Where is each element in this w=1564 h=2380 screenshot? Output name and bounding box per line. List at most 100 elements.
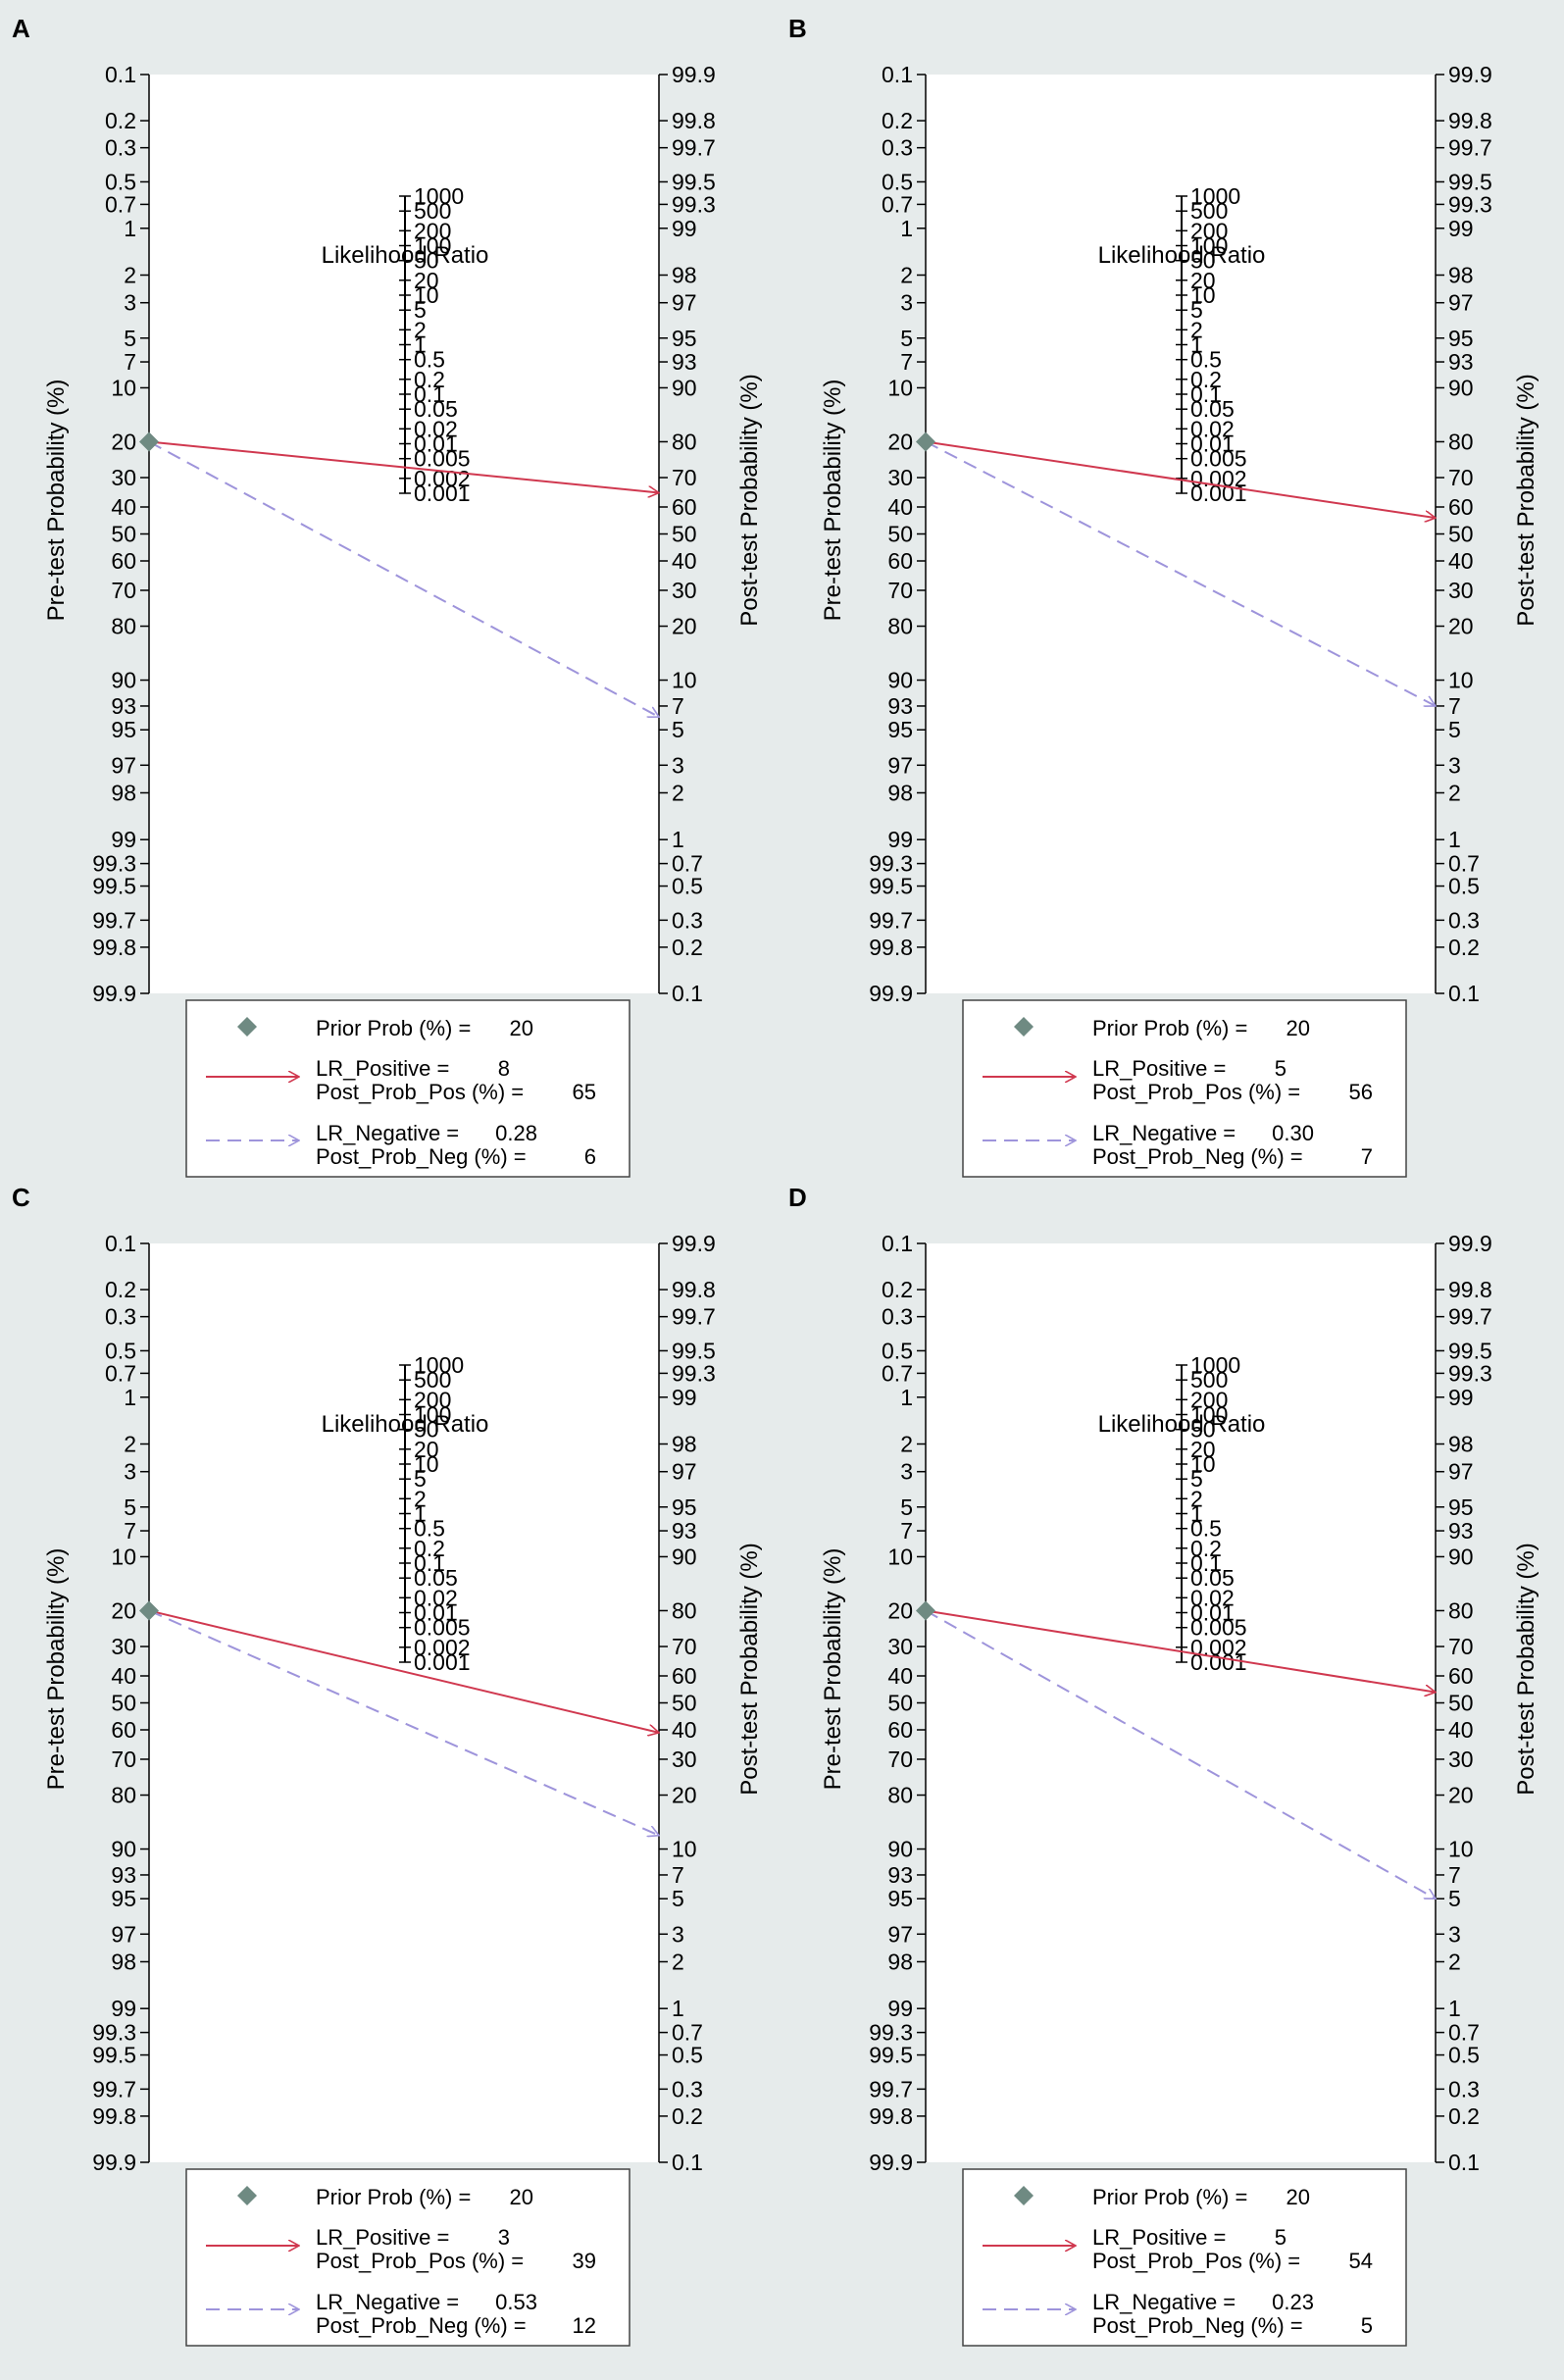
pre-tick-label: 0.1 <box>105 62 136 87</box>
legend-lr-positive-label: LR_Positive = <box>1092 1056 1226 1081</box>
legend-prior-value: 20 <box>510 1016 533 1040</box>
pre-tick-label: 97 <box>111 1921 136 1947</box>
pre-tick-label: 40 <box>887 494 913 520</box>
pre-tick-label: 2 <box>900 263 913 288</box>
legend: Prior Prob (%) = 20 LR_Positive = 5 Post… <box>962 2168 1407 2347</box>
legend-prior-marker <box>1014 2186 1034 2205</box>
post-tick-label: 93 <box>672 349 697 375</box>
post-tick-label: 99 <box>672 216 697 241</box>
lr-tick-label: 1000 <box>1190 183 1240 209</box>
pre-tick-label: 2 <box>900 1432 913 1457</box>
post-tick-label: 3 <box>1448 752 1461 778</box>
lr-tick-label: 0.5 <box>414 347 445 373</box>
lr-tick-label: 0.002 <box>1190 1635 1247 1660</box>
lr-tick-label: 1000 <box>414 183 464 209</box>
pre-tick-label: 99.5 <box>92 874 136 899</box>
pre-tick-label: 80 <box>887 1783 913 1808</box>
pre-tick-label: 0.1 <box>882 1231 913 1256</box>
lr-tick-label: 1000 <box>414 1352 464 1378</box>
legend-lr-negative-label: LR_Negative = <box>1092 2290 1236 2314</box>
legend-prior-label: Prior Prob (%) = <box>316 2185 471 2209</box>
lr-tick-label: 0.1 <box>414 1550 445 1576</box>
post-tick-label: 3 <box>1448 1921 1461 1947</box>
pre-tick-label: 99.9 <box>92 2150 136 2175</box>
pre-tick-label: 98 <box>887 780 913 805</box>
pre-tick-label: 3 <box>900 290 913 316</box>
post-tick-label: 0.1 <box>1448 981 1480 1006</box>
lr-tick-label: 1 <box>414 332 427 358</box>
lr-tick-label: 0.2 <box>414 1536 445 1561</box>
legend-box <box>185 999 631 1178</box>
post-tick-label: 99.5 <box>672 169 716 194</box>
pre-tick-label: 10 <box>887 1544 913 1569</box>
pre-tick-label: 98 <box>111 780 136 805</box>
lr-tick-label: 0.01 <box>414 1600 458 1626</box>
post-tick-label: 30 <box>672 1747 697 1772</box>
lr-tick-label: 0.5 <box>1190 347 1222 373</box>
post-tick-label: 40 <box>1448 1717 1474 1743</box>
pre-tick-label: 5 <box>900 1494 913 1520</box>
post-tick-label: 0.5 <box>1448 2043 1480 2068</box>
pre-tick-label: 95 <box>887 1886 913 1911</box>
legend-post-pos-value: 54 <box>1349 2249 1373 2273</box>
post-tick-label: 0.1 <box>1448 2150 1480 2175</box>
left-axis-title: Pre-test Probability (%) <box>820 1548 846 1791</box>
post-tick-label: 99.8 <box>672 108 716 133</box>
pre-tick-label: 1 <box>900 216 913 241</box>
post-tick-label: 0.5 <box>1448 874 1480 899</box>
pre-tick-label: 93 <box>887 1862 913 1888</box>
negative-lr-line <box>148 1609 659 1835</box>
post-tick-label: 40 <box>672 548 697 574</box>
post-tick-label: 10 <box>672 1837 697 1862</box>
negative-lr-line <box>925 1609 1436 1900</box>
legend-post-neg-value: 5 <box>1361 2313 1373 2338</box>
post-tick-label: 99.7 <box>1448 1304 1492 1330</box>
legend-post-pos-label: Post_Prob_Pos (%) = <box>316 1080 524 1104</box>
post-tick-label: 2 <box>672 1949 684 1974</box>
lr-tick-label: 500 <box>1190 1367 1228 1393</box>
post-tick-label: 97 <box>672 1459 697 1485</box>
post-tick-label: 98 <box>672 1432 697 1457</box>
pre-tick-label: 97 <box>111 752 136 778</box>
pre-tick-label: 99.9 <box>869 981 913 1006</box>
post-tick-label: 99.3 <box>1448 1360 1492 1386</box>
post-tick-label: 99.8 <box>672 1277 716 1302</box>
pre-tick-label: 93 <box>111 693 136 719</box>
post-tick-label: 99.5 <box>1448 169 1492 194</box>
post-tick-label: 95 <box>672 1494 697 1520</box>
post-tick-label: 1 <box>1448 1996 1461 2021</box>
post-tick-label: 40 <box>1448 548 1474 574</box>
pre-tick-label: 60 <box>111 548 136 574</box>
lr-tick-label: 0.02 <box>414 1585 458 1610</box>
pre-tick-label: 97 <box>887 1921 913 1947</box>
legend-lr-negative-value: 0.30 <box>1272 1121 1314 1145</box>
pre-tick-label: 99.8 <box>869 935 913 960</box>
legend: Prior Prob (%) = 20 LR_Positive = 5 Post… <box>962 999 1407 1178</box>
post-tick-label: 10 <box>1448 1837 1474 1862</box>
post-tick-label: 99.5 <box>1448 1338 1492 1363</box>
post-tick-label: 98 <box>1448 263 1474 288</box>
pre-tick-label: 2 <box>124 263 136 288</box>
lr-tick-label: 0.05 <box>1190 396 1235 422</box>
lr-tick-label: 20 <box>1190 268 1216 293</box>
post-tick-label: 99.3 <box>672 191 716 217</box>
pre-tick-label: 7 <box>900 349 913 375</box>
lr-tick-label: 500 <box>414 1367 451 1393</box>
legend-lr-negative-label: LR_Negative = <box>1092 1121 1236 1145</box>
post-tick-label: 99.3 <box>672 1360 716 1386</box>
pre-tick-label: 0.1 <box>105 1231 136 1256</box>
post-tick-label: 93 <box>1448 1518 1474 1544</box>
positive-lr-line <box>925 440 1436 518</box>
lr-tick-label: 200 <box>1190 218 1228 243</box>
pre-tick-label: 70 <box>111 1747 136 1772</box>
post-test-axis: 99.999.899.799.599.399989795939080706050… <box>1435 1231 1492 2175</box>
left-axis-title: Pre-test Probability (%) <box>43 1548 70 1791</box>
prior-probability-marker <box>916 1600 935 1621</box>
legend-prior-value: 20 <box>1287 1016 1310 1040</box>
legend-prior-label: Prior Prob (%) = <box>316 1016 471 1040</box>
pre-tick-label: 97 <box>887 752 913 778</box>
pre-tick-label: 99.8 <box>92 2103 136 2129</box>
post-tick-label: 2 <box>1448 1949 1461 1974</box>
